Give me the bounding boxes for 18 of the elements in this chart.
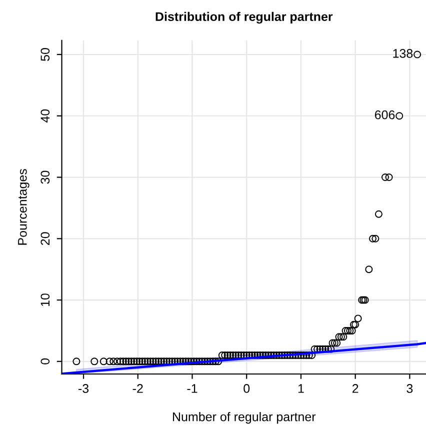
x-tick-label: 1 [298, 384, 304, 393]
y-tick-label: 10 [40, 294, 50, 306]
x-axis-title: Number of regular partner [173, 412, 316, 424]
y-axis-title: Pourcentages [18, 169, 30, 245]
x-tick-label: 0 [244, 384, 250, 393]
annotation: 138 [393, 48, 413, 58]
x-tick-label: -1 [187, 384, 198, 393]
x-tick-label: 3 [406, 384, 413, 393]
chart-title: Distribution of regular partner [156, 12, 333, 24]
annotation: 606 [374, 110, 395, 120]
y-tick-label: 0 [40, 358, 50, 364]
y-tick-label: 30 [40, 170, 50, 184]
x-tick-label: 2 [352, 384, 358, 393]
y-tick-label: 40 [40, 109, 50, 123]
x-tick-label: -3 [78, 384, 89, 393]
y-tick-label: 50 [40, 48, 50, 61]
x-tick-label: -2 [132, 384, 143, 393]
y-tick-label: 20 [40, 232, 50, 245]
